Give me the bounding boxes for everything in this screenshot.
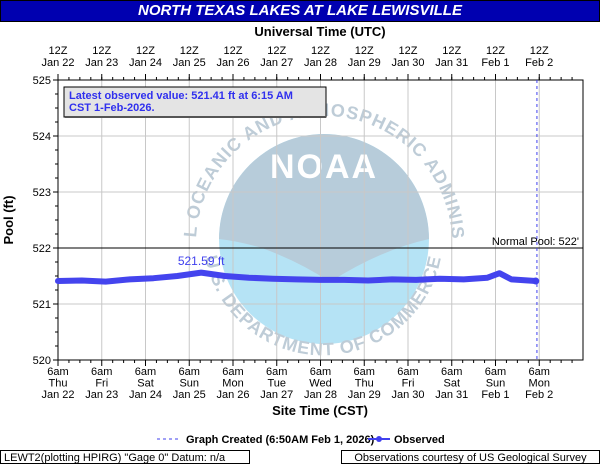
x-tick-label: Sat	[443, 378, 460, 390]
x-top-tick-label: Jan 29	[348, 57, 381, 69]
x-tick-label: 6am	[354, 366, 375, 378]
x-tick-label: 6am	[310, 366, 331, 378]
noaa-seagull-icon	[219, 134, 429, 282]
x-top-tick-label: 12Z	[180, 45, 199, 57]
x-top-tick-label: 12Z	[399, 45, 418, 57]
x-tick-label: Feb 1	[481, 389, 509, 401]
y-tick-label: 523	[33, 187, 51, 199]
x-tick-label: 6am	[397, 366, 418, 378]
x-tick-label: 6am	[529, 366, 550, 378]
x-tick-label: Jan 26	[216, 389, 249, 401]
x-tick-label: Jan 25	[173, 389, 206, 401]
normal-pool-label: Normal Pool: 522'	[492, 236, 579, 248]
legend-observed-marker	[376, 436, 382, 442]
x-top-tick-label: Feb 1	[481, 57, 509, 69]
x-tick-label: Mon	[222, 378, 243, 390]
x-top-tick-label: Jan 31	[435, 57, 468, 69]
chart-title: NORTH TEXAS LAKES AT LAKE LEWISVILLE	[138, 2, 462, 19]
max-annotation: 521.59 ft	[178, 254, 225, 268]
series-observed-line	[55, 269, 539, 285]
y-tick-label: 521	[33, 299, 51, 311]
x-tick-label: 6am	[222, 366, 243, 378]
x-axis-title: Site Time (CST)	[272, 403, 368, 418]
x-tick-label: Sun	[179, 378, 199, 390]
x-top-tick-label: Jan 26	[216, 57, 249, 69]
x-top-tick-label: Feb 2	[525, 57, 553, 69]
footer-gage-info: LEWT2(plotting HPIRG) "Gage 0" Datum: n/…	[0, 450, 250, 464]
x-tick-label: 6am	[135, 366, 156, 378]
x-tick-label: 6am	[179, 366, 200, 378]
x-top-tick-label: 12Z	[136, 45, 155, 57]
x-top-tick-label: 12Z	[267, 45, 286, 57]
x-tick-label: 6am	[47, 366, 68, 378]
x-tick-label: 6am	[485, 366, 506, 378]
top-axis-title: Universal Time (UTC)	[254, 24, 385, 39]
x-top-tick-label: 12Z	[355, 45, 374, 57]
x-top-tick-label: Jan 27	[260, 57, 293, 69]
x-top-tick-label: Jan 23	[85, 57, 118, 69]
x-tick-label: Feb 2	[525, 389, 553, 401]
watermark-logo-text: NOAA	[270, 148, 378, 186]
x-top-tick-label: Jan 22	[41, 57, 74, 69]
x-tick-label: Wed	[309, 378, 331, 390]
x-top-tick-label: 12Z	[486, 45, 505, 57]
footer-credit: Observations courtesy of US Geological S…	[341, 450, 600, 464]
y-axis: 520 521 522 523 524 525	[33, 75, 58, 367]
x-top-tick-label: 12Z	[311, 45, 330, 57]
x-tick-label: 6am	[266, 366, 287, 378]
x-tick-label: Sat	[137, 378, 154, 390]
legend: Graph Created (6:50AM Feb 1, 2026) Obser…	[157, 434, 445, 446]
legend-observed-label: Observed	[394, 434, 445, 446]
x-tick-label: Fri	[402, 378, 415, 390]
x-tick-label: Mon	[529, 378, 550, 390]
latest-value-line1: Latest observed value: 521.41 ft at 6:15…	[69, 90, 293, 102]
hydrograph-chart: NOAA NATIONAL OCEANIC AND ATMOSPHERIC AD…	[0, 0, 584, 446]
x-tick-label: Jan 30	[391, 389, 424, 401]
x-top-tick-label: Jan 25	[173, 57, 206, 69]
x-top-tick-label: 12Z	[224, 45, 243, 57]
x-tick-label: Jan 29	[348, 389, 381, 401]
x-tick-label: 6am	[91, 366, 112, 378]
x-tick-label: Tue	[267, 378, 286, 390]
x-tick-label: Jan 31	[435, 389, 468, 401]
y-tick-label: 522	[33, 243, 51, 255]
x-tick-label: Jan 24	[129, 389, 162, 401]
x-tick-label: Thu	[49, 378, 68, 390]
x-top-tick-label: 12Z	[92, 45, 111, 57]
x-tick-label: Jan 22	[41, 389, 74, 401]
x-top-tick-label: 12Z	[442, 45, 461, 57]
grid	[57, 79, 584, 361]
x-tick-label: Jan 27	[260, 389, 293, 401]
x-tick-label: Thu	[355, 378, 374, 390]
title-banner: NORTH TEXAS LAKES AT LAKE LEWISVILLE	[0, 0, 600, 22]
y-axis-title: Pool (ft)	[1, 195, 16, 244]
x-tick-label: Jan 23	[85, 389, 118, 401]
x-tick-label: Sun	[486, 378, 506, 390]
x-top-tick-label: Jan 30	[391, 57, 424, 69]
legend-created-label: Graph Created (6:50AM Feb 1, 2026)	[186, 434, 375, 446]
last-observation-point	[532, 277, 540, 285]
x-top-tick-label: Jan 28	[304, 57, 337, 69]
x-top-tick-label: 12Z	[530, 45, 549, 57]
x-top-tick-label: Jan 24	[129, 57, 162, 69]
x-top-tick-label: 12Z	[49, 45, 68, 57]
y-tick-label: 525	[33, 75, 51, 87]
y-tick-label: 520	[33, 355, 51, 367]
latest-value-line2: CST 1-Feb-2026.	[69, 102, 155, 114]
y-tick-label: 524	[33, 131, 51, 143]
x-tick-label: 6am	[441, 366, 462, 378]
latest-value-box: Latest observed value: 521.41 ft at 6:15…	[63, 86, 327, 118]
x-tick-label: Jan 28	[304, 389, 337, 401]
x-tick-label: Fri	[95, 378, 108, 390]
